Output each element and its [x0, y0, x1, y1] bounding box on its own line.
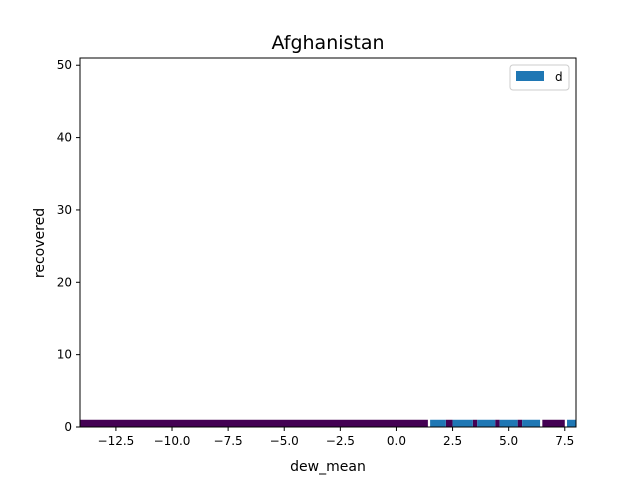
bar-d: [567, 419, 576, 427]
overlay-segment: [472, 419, 478, 427]
x-axis-title: dew_mean: [290, 459, 366, 475]
bar-d: [452, 419, 473, 427]
overlay-segment: [542, 419, 565, 427]
plot-area: [80, 419, 576, 427]
overlay-segment: [517, 419, 523, 427]
y-tick-label: 40: [57, 131, 72, 145]
x-tick-label: 2.5: [443, 434, 462, 448]
x-tick-label: −7.5: [214, 434, 243, 448]
y-tick-label: 50: [57, 58, 72, 72]
x-tick-label: −5.0: [270, 434, 299, 448]
x-tick-label: 0.0: [387, 434, 406, 448]
y-axis-title: recovered: [32, 208, 48, 278]
overlay-segment: [495, 419, 500, 427]
x-tick-label: −10.0: [154, 434, 191, 448]
plot-frame: [79, 57, 577, 428]
y-axis: 0 10 20 30 40 50: [57, 58, 80, 434]
bar-d: [499, 419, 518, 427]
y-tick-label: 10: [57, 348, 72, 362]
y-tick-label: 30: [57, 203, 72, 217]
x-tick-label: 5.0: [499, 434, 518, 448]
legend-swatch-d: [516, 71, 544, 81]
x-axis: −12.5 −10.0 −7.5 −5.0 −2.5 0.0 2.5 5.0 7.5: [98, 427, 574, 448]
bar-d: [522, 419, 541, 427]
x-tick-label: −2.5: [326, 434, 355, 448]
chart-title: Afghanistan: [271, 32, 384, 54]
legend: d: [509, 64, 570, 91]
bar-d: [430, 419, 446, 427]
x-tick-label: 7.5: [555, 434, 574, 448]
legend-label-d: d: [555, 70, 563, 84]
y-tick-label: 20: [57, 275, 72, 289]
x-tick-label: −12.5: [98, 434, 135, 448]
y-tick-label: 0: [64, 420, 72, 434]
overlay-segment: [80, 419, 428, 427]
bar-d: [477, 419, 496, 427]
overlay-segment: [445, 419, 453, 427]
